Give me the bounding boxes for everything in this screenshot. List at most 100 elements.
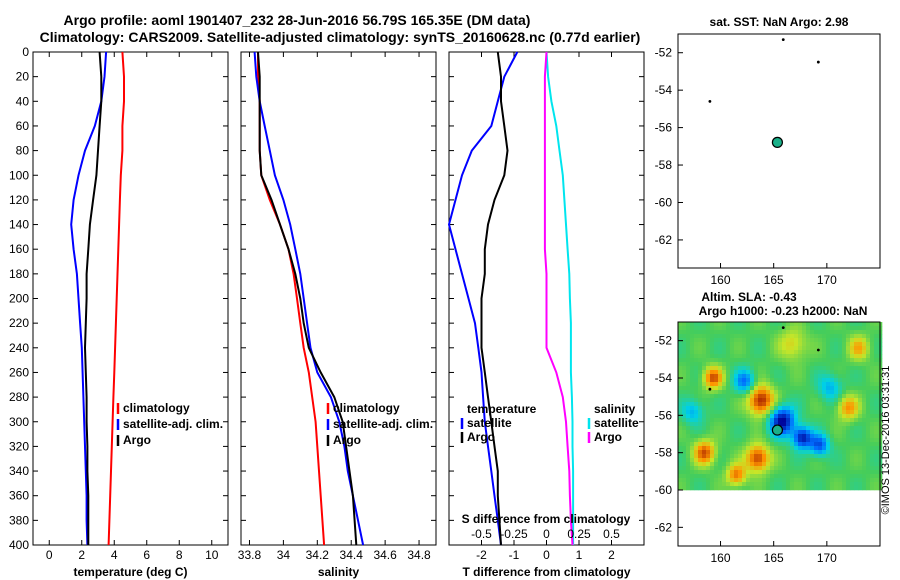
sla-cell <box>854 354 859 359</box>
sla-cell <box>866 430 871 435</box>
sla-cell <box>870 326 875 331</box>
sla-cell <box>790 326 795 331</box>
sla-cell <box>698 326 703 331</box>
sla-cell <box>726 466 731 471</box>
sla-cell <box>694 342 699 347</box>
sla-cell <box>762 418 767 423</box>
sla-cell <box>694 406 699 411</box>
sla-cell <box>854 394 859 399</box>
sla-cell <box>746 322 751 327</box>
sla-cell <box>690 398 695 403</box>
sla-cell <box>762 322 767 327</box>
sla-cell <box>702 374 707 379</box>
sla-cell <box>858 410 863 415</box>
sst_map-xtick-label: 170 <box>817 273 837 287</box>
sla-cell <box>810 486 815 491</box>
sla-cell <box>694 334 699 339</box>
sla-cell <box>750 342 755 347</box>
sla-cell <box>682 466 687 471</box>
sla-cell <box>870 342 875 347</box>
sla-cell <box>870 422 875 427</box>
sla-cell <box>790 350 795 355</box>
sla-cell <box>738 478 743 483</box>
sla_map-xtick-label: 160 <box>711 551 731 565</box>
sla-cell <box>842 378 847 383</box>
sla-cell <box>690 362 695 367</box>
sla-cell <box>818 322 823 327</box>
sla-cell <box>838 466 843 471</box>
sla-cell <box>678 358 683 363</box>
sla-cell <box>870 458 875 463</box>
sla-cell <box>742 462 747 467</box>
sla-cell <box>702 402 707 407</box>
sla-cell <box>782 462 787 467</box>
sla-cell <box>866 450 871 455</box>
sla-cell <box>850 482 855 487</box>
sst_map-xtick-label: 165 <box>764 273 784 287</box>
sla-cell <box>790 330 795 335</box>
sla-cell <box>706 386 711 391</box>
sla-cell <box>762 402 767 407</box>
sla-cell <box>710 398 715 403</box>
sla-cell <box>818 390 823 395</box>
sla-cell <box>766 406 771 411</box>
sla-cell <box>782 374 787 379</box>
sla-cell <box>726 474 731 479</box>
sla-cell <box>722 346 727 351</box>
sla-cell <box>806 342 811 347</box>
sla-cell <box>738 350 743 355</box>
sla-cell <box>694 326 699 331</box>
sla-cell <box>766 470 771 475</box>
sla-cell <box>722 442 727 447</box>
sla-cell <box>710 482 715 487</box>
sla-cell <box>730 338 735 343</box>
sla-cell <box>850 350 855 355</box>
sla-cell <box>874 354 879 359</box>
sla-cell <box>738 434 743 439</box>
sla-cell <box>758 434 763 439</box>
sla-cell <box>746 474 751 479</box>
sla-cell <box>770 458 775 463</box>
sst_map-island-dot <box>708 99 712 103</box>
sla-cell <box>750 446 755 451</box>
sla-cell <box>798 422 803 427</box>
sla-cell <box>698 478 703 483</box>
sla-cell <box>846 450 851 455</box>
sla-cell <box>686 406 691 411</box>
sla-cell <box>738 346 743 351</box>
sla-cell <box>874 410 879 415</box>
sla-cell <box>774 434 779 439</box>
sla-cell <box>726 366 731 371</box>
temperature-ytick-label: 380 <box>9 513 29 527</box>
sla-cell <box>786 346 791 351</box>
sla-cell <box>822 386 827 391</box>
sla-cell <box>830 450 835 455</box>
sla-cell <box>862 454 867 459</box>
sla-cell <box>858 478 863 483</box>
sla-cell <box>810 386 815 391</box>
sla-cell <box>742 390 747 395</box>
sst_map-ytick-label: -56 <box>655 121 673 135</box>
sla-cell <box>746 366 751 371</box>
sla-cell <box>806 422 811 427</box>
sla-cell <box>870 366 875 371</box>
sla-cell <box>742 394 747 399</box>
sla-cell <box>822 362 827 367</box>
sla-cell <box>690 422 695 427</box>
sla-cell <box>750 354 755 359</box>
sla-cell <box>842 394 847 399</box>
sla-cell <box>770 422 775 427</box>
sla-cell <box>874 342 879 347</box>
sla-cell <box>742 442 747 447</box>
sla-cell <box>730 394 735 399</box>
sla_map-ytick-label: -54 <box>655 371 673 385</box>
sla-cell <box>698 334 703 339</box>
sla-cell <box>770 362 775 367</box>
sla-cell <box>758 346 763 351</box>
sla-cell <box>686 394 691 399</box>
sla-cell <box>814 334 819 339</box>
sla-cell <box>778 394 783 399</box>
sla-cell <box>806 486 811 491</box>
sla-cell <box>818 362 823 367</box>
